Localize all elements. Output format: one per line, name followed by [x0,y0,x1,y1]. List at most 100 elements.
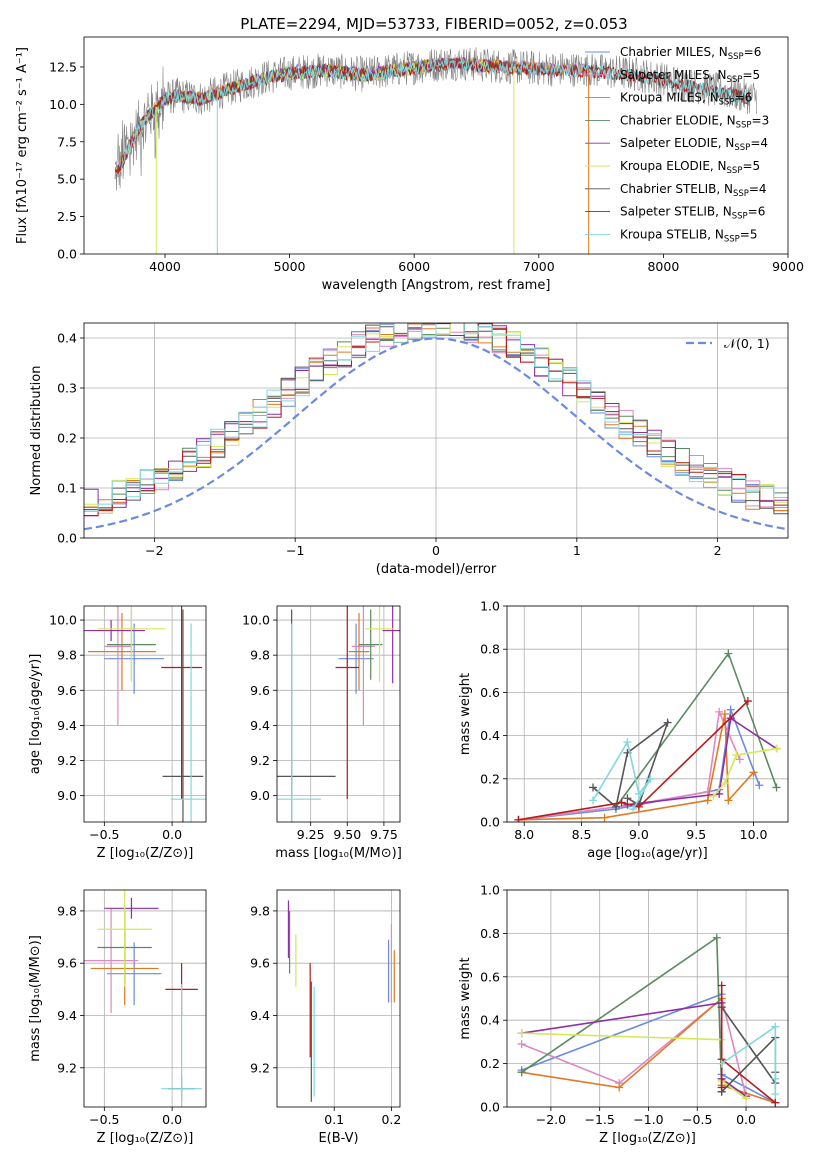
age-vs-mass-panel: 9.25 9.50 9.75 9.0 9.2 9.4 9.6 9.8 10.0 mass [log… [242,605,402,861]
spectrum-model-line [114,57,751,179]
y-axis-label: Flux [fλ10⁻¹⁷ erg cm⁻² s⁻¹ A⁻¹] [15,47,30,244]
error-bar-point [107,942,162,1006]
x-axis-label: Z [log₁₀(Z/Z⊙)] [599,1131,696,1146]
error-bar-point [359,609,383,680]
plot-area [287,900,395,1102]
residual-histogram [84,323,788,517]
weight-marker [517,1029,526,1038]
weight-marker [703,796,712,805]
weight-marker [517,1068,526,1077]
y-tick-label: 9.2 [250,1060,270,1075]
weight-marker [743,697,752,706]
x-axis-label: (data-model)/error [376,562,497,577]
residuals-panel: −2 −1 0 1 2 0.0 0.1 0.2 0.3 0.4 (data-model)/error… [29,322,789,577]
legend-entry: Kroupa STELIB, NSSP=5 [620,227,758,244]
y-tick-label: 0.1 [57,481,77,496]
weight-marker [715,707,724,716]
weight-line [518,713,755,821]
x-tick-label: 0.0 [162,827,182,842]
y-tick-label: 0.4 [57,331,77,346]
y-tick-label: 9.4 [250,1008,270,1023]
error-bar-point [97,606,166,682]
weight-marker [717,981,726,990]
y-tick-label: 0.0 [480,815,500,830]
weight-marker [623,794,632,803]
weight-line [521,997,747,1097]
legend-entry: Chabrier ELODIE, NSSP=3 [620,113,769,130]
age-vs-metallicity-panel: −0.5 0.0 9.0 9.2 9.4 9.6 9.8 10.0 Z [log₁₀(Z/Z⊙)… [28,605,207,861]
plot-area [517,933,780,1107]
weight-marker [772,783,781,792]
axes-frame [276,605,401,823]
spectrum-panel: 4000 5000 6000 7000 8000 9000 0.0 2.5 5.0 7.5 10.0… [15,36,804,293]
weight-line [518,700,749,821]
y-tick-label: 7.5 [57,134,77,149]
weight-marker [514,815,523,822]
weight-marker [600,813,609,822]
legend-entry: Salpeter MILES, NSSP=5 [620,68,760,85]
error-bar-point [335,606,359,800]
plot-area [514,649,781,822]
y-tick-label: 12.5 [49,59,77,74]
weight-vs-metallicity-panel: −2.0 −1.5 −1.0 −0.5 0.0 0.0 0.2 0.4 0.6 0.8 1.0 Z [… [458,883,789,1146]
weight-marker [717,1083,726,1092]
y-tick-label: 9.6 [57,956,77,971]
x-tick-label: 0 [432,543,440,558]
y-tick-label: 9.6 [250,683,270,698]
legend: Chabrier MILES, NSSP=6 Salpeter MILES, NS… [585,45,769,244]
y-tick-label: 9.6 [57,683,77,698]
x-tick-label: −2 [145,543,163,558]
axes-frame [276,889,401,1108]
weight-marker [720,710,729,718]
y-tick-label: 5.0 [57,172,77,187]
weight-marker [589,783,598,792]
x-tick-label: 9000 [772,259,804,274]
legend-entry: 𝒩(0, 1) [724,336,770,351]
axes-frame [83,36,789,255]
weight-marker [663,718,672,727]
axes-frame [506,605,789,823]
y-tick-label: 9.2 [250,753,270,768]
x-tick-label: 0.2 [381,1112,401,1127]
y-tick-label: 0.6 [480,969,500,984]
x-axis-label: E(B-V) [318,1131,358,1146]
weight-marker [772,744,781,753]
grid [507,605,788,823]
y-tick-label: 0.6 [480,685,500,700]
x-tick-label: 8000 [647,259,679,274]
spectrum-model-line [114,56,515,175]
y-tick-label: 0.4 [480,1013,500,1028]
legend-entry: Kroupa ELODIE, NSSP=5 [620,159,760,176]
error-bar-point [104,606,132,726]
weight-marker [732,751,741,760]
x-tick-label: 8.5 [572,827,592,842]
y-tick-label: 9.4 [57,718,77,733]
x-tick-label: −0.5 [89,1112,119,1127]
x-tick-label: −0.5 [89,827,119,842]
y-axis-label: age [log₁₀(age/yr)] [28,654,43,775]
x-tick-label: 10.0 [740,827,768,842]
y-tick-label: 0.2 [480,771,500,786]
legend-entry: Chabrier STELIB, NSSP=4 [620,182,767,199]
mass-vs-metallicity-panel: −0.5 0.0 9.2 9.4 9.6 9.8 Z [log₁₀(Z/Z⊙)] mass [… [28,889,207,1146]
error-bar-point [348,613,370,691]
error-bar-point [364,606,395,682]
y-tick-label: 9.4 [57,1008,77,1023]
legend-entry: Kroupa MILES, NSSP=6 [620,91,752,108]
grid [84,606,206,822]
x-tick-label: 1 [573,543,581,558]
weight-marker [634,802,643,811]
y-tick-label: 9.0 [57,788,77,803]
x-axis-label: age [log₁₀(age/yr)] [587,846,708,861]
y-tick-label: 9.8 [250,903,270,918]
y-tick-label: 9.8 [57,648,77,663]
weight-line [721,1025,777,1094]
x-axis-label: mass [log₁₀(M/M⊙)] [275,846,402,861]
weight-marker [634,789,643,798]
x-tick-label: 0.1 [324,1112,344,1127]
weight-marker [712,933,721,942]
x-tick-label: 6000 [398,259,430,274]
x-tick-label: 9.50 [333,827,361,842]
error-bar-point [382,606,400,684]
